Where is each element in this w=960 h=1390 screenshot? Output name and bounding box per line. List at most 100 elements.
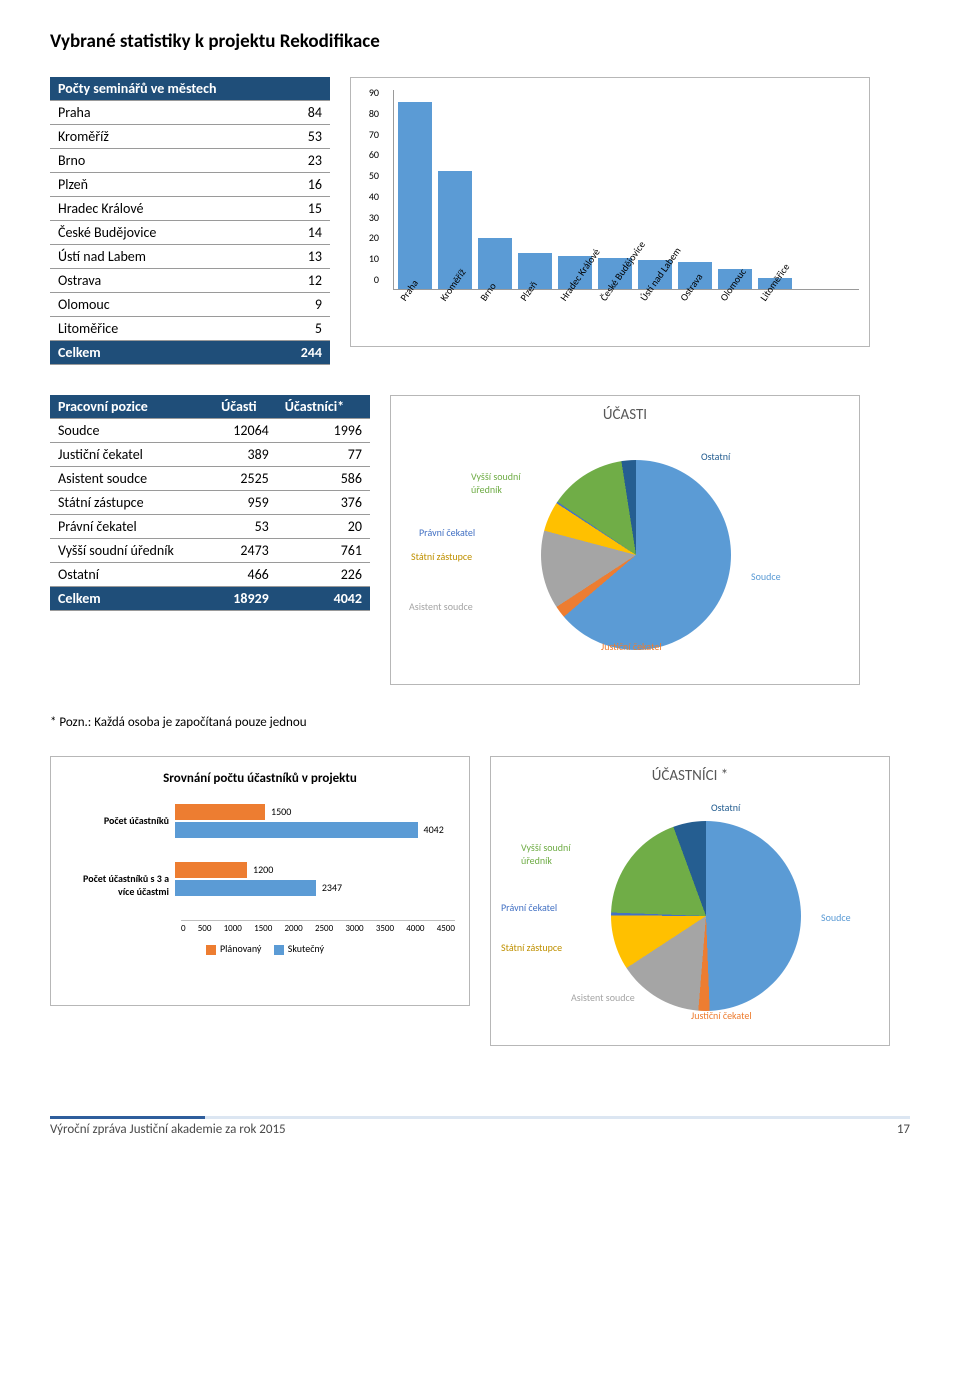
table-row-role: Ostatní	[50, 563, 213, 587]
pie-slice-label: Vyšší soudníúředník	[471, 470, 521, 496]
hbar-x-tick: 3500	[376, 923, 394, 934]
pie-slice-label: Vyšší soudníúředník	[521, 841, 571, 867]
hbar-value: 2347	[322, 881, 342, 894]
hbar-value: 1200	[253, 863, 273, 876]
pie-slice-label: Právní čekatel	[501, 901, 557, 914]
hbar-bar-plan: 1200	[175, 862, 247, 878]
table-row-role: Státní zástupce	[50, 491, 213, 515]
footer-page-number: 17	[897, 1122, 910, 1137]
hbar-x-tick: 1000	[224, 923, 242, 934]
hbar-row: Počet účastníků s 3 a více účastmi120023…	[65, 862, 455, 898]
table-row-count: 9	[261, 293, 330, 317]
table-row-role: Vyšší soudní úředník	[50, 539, 213, 563]
hbar-x-tick: 0	[181, 923, 186, 934]
table-row-count: 23	[261, 149, 330, 173]
bar	[398, 102, 432, 289]
table-row-ucasti: 2525	[213, 467, 277, 491]
hbar-bar-real: 2347	[175, 880, 316, 896]
table2-h2: Účastníci*	[277, 395, 370, 419]
table-row-count: 15	[261, 197, 330, 221]
table-row-count: 16	[261, 173, 330, 197]
table2-h0: Pracovní pozice	[50, 395, 213, 419]
bar-y-tick: 40	[369, 190, 379, 203]
bar-y-tick: 0	[374, 273, 379, 286]
table2-total-ucasti: 18929	[213, 587, 277, 611]
hbar-value: 1500	[271, 805, 291, 818]
hbar-category-label: Počet účastníků s 3 a více účastmi	[65, 862, 175, 898]
page-footer: Výroční zpráva Justiční akademie za rok …	[50, 1116, 910, 1137]
table-row-count: 13	[261, 245, 330, 269]
pie-slice-label: Justiční čekatel	[691, 1009, 752, 1022]
table-row-city: Plzeň	[50, 173, 261, 197]
table-row-count: 5	[261, 317, 330, 341]
legend-swatch-real	[274, 945, 284, 955]
table-row-city: Kroměříž	[50, 125, 261, 149]
footer-divider	[50, 1116, 910, 1119]
bar-chart-cities: 9080706050403020100 PrahaKroměřížBrnoPlz…	[350, 77, 870, 347]
pie-slice-label: Státní zástupce	[411, 550, 472, 563]
pie-slice-label: Asistent soudce	[409, 600, 473, 613]
page-title: Vybrané statistiky k projektu Rekodifika…	[50, 30, 910, 53]
table1-total-value: 244	[261, 341, 330, 365]
table-row-ucasti: 53	[213, 515, 277, 539]
table2-total-label: Celkem	[50, 587, 213, 611]
table-row-ucastnici: 20	[277, 515, 370, 539]
hbar-row: Počet účastníků15004042	[65, 804, 455, 840]
hbar-x-tick: 500	[198, 923, 212, 934]
table-row-city: Olomouc	[50, 293, 261, 317]
table-row-role: Justiční čekatel	[50, 443, 213, 467]
table-row-ucasti: 389	[213, 443, 277, 467]
pie-slice-label: Justiční čekatel	[601, 640, 662, 653]
row-3: Srovnání počtu účastníků v projektu Poče…	[50, 756, 910, 1046]
legend-real-label: Skutečný	[288, 942, 324, 955]
table-row-ucasti: 2473	[213, 539, 277, 563]
bar-y-tick: 60	[369, 148, 379, 161]
legend-swatch-plan	[206, 945, 216, 955]
table-row-city: Praha	[50, 101, 261, 125]
hbar-bar-plan: 1500	[175, 804, 265, 820]
table-positions: Pracovní pozice Účasti Účastníci* Soudce…	[50, 395, 370, 611]
bar-y-tick: 20	[369, 231, 379, 244]
hbar-title: Srovnání počtu účastníků v projektu	[65, 771, 455, 786]
hbar-chart-comparison: Srovnání počtu účastníků v projektu Poče…	[50, 756, 470, 1006]
pie2-title: ÚČASTNÍCI *	[501, 767, 879, 785]
pie-chart-ucasti: ÚČASTI SoudceJustiční čekatelAsistent so…	[390, 395, 860, 685]
table-row-ucasti: 466	[213, 563, 277, 587]
pie-slice-label: Právní čekatel	[419, 526, 475, 539]
table-row-count: 12	[261, 269, 330, 293]
table-row-ucastnici: 1996	[277, 419, 370, 443]
bar-y-tick: 90	[369, 86, 379, 99]
table2-h1: Účasti	[213, 395, 277, 419]
table-row-city: Brno	[50, 149, 261, 173]
pie-slice-label: Soudce	[821, 911, 851, 924]
footnote: * Pozn.: Každá osoba je započítaná pouze…	[50, 715, 910, 730]
table-row-ucastnici: 586	[277, 467, 370, 491]
table-row-count: 84	[261, 101, 330, 125]
table1-total-label: Celkem	[50, 341, 261, 365]
hbar-value: 4042	[424, 823, 444, 836]
hbar-bar-real: 4042	[175, 822, 418, 838]
table-row-role: Právní čekatel	[50, 515, 213, 539]
pie-slice-label: Státní zástupce	[501, 941, 562, 954]
table-row-city: České Budějovice	[50, 221, 261, 245]
bar-y-tick: 70	[369, 128, 379, 141]
table-row-role: Soudce	[50, 419, 213, 443]
table-row-city: Litoměřice	[50, 317, 261, 341]
table-row-count: 14	[261, 221, 330, 245]
bar-y-tick: 80	[369, 107, 379, 120]
row-2: Pracovní pozice Účasti Účastníci* Soudce…	[50, 395, 910, 685]
table-row-ucasti: 12064	[213, 419, 277, 443]
bar-y-tick: 10	[369, 252, 379, 265]
pie-chart-ucastnici: ÚČASTNÍCI * SoudceJustiční čekatelAsiste…	[490, 756, 890, 1046]
bar-y-tick: 50	[369, 169, 379, 182]
row-1: Počty seminářů ve městech Praha84Kroměří…	[50, 77, 910, 365]
table1-header: Počty seminářů ve městech	[50, 77, 330, 101]
table-row-ucastnici: 77	[277, 443, 370, 467]
hbar-x-tick: 3000	[345, 923, 363, 934]
hbar-x-tick: 4000	[406, 923, 424, 934]
pie1-title: ÚČASTI	[401, 406, 849, 424]
table-row-city: Hradec Králové	[50, 197, 261, 221]
legend-plan-label: Plánovaný	[220, 942, 262, 955]
hbar-x-tick: 4500	[437, 923, 455, 934]
table-cities: Počty seminářů ve městech Praha84Kroměří…	[50, 77, 330, 365]
